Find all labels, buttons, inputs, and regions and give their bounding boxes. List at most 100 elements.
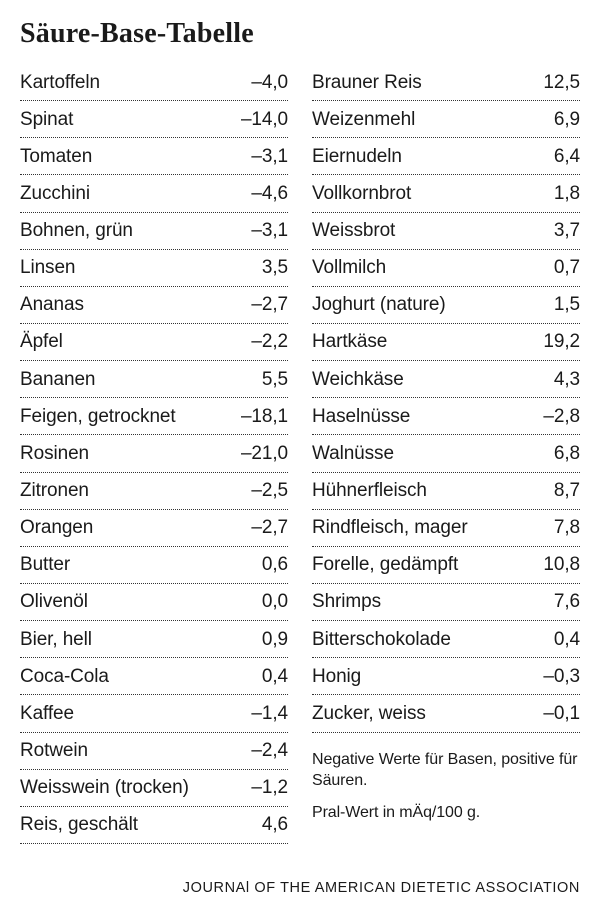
table-row: Rosinen –21,0 — [20, 435, 288, 472]
row-label: Vollkornbrot — [312, 181, 411, 207]
row-value: 19,2 — [528, 329, 580, 355]
row-label: Brauner Reis — [312, 70, 422, 96]
row-value: 8,7 — [528, 478, 580, 504]
row-value: 7,6 — [528, 589, 580, 615]
row-value: 4,6 — [236, 812, 288, 838]
row-label: Zitronen — [20, 478, 89, 504]
table-row: Orangen –2,7 — [20, 510, 288, 547]
table-row: Zucker, weiss –0,1 — [312, 695, 580, 732]
table-row: Weizenmehl6,9 — [312, 101, 580, 138]
row-value: –3,1 — [236, 144, 288, 170]
row-label: Bananen — [20, 367, 95, 393]
row-label: Olivenöl — [20, 589, 88, 615]
row-label: Zucker, weiss — [312, 701, 426, 727]
row-label: Hartkäse — [312, 329, 387, 355]
row-value: –1,2 — [236, 775, 288, 801]
column-right: Brauner Reis 12,5 Weizenmehl6,9 Eiernudeln 6… — [312, 64, 580, 844]
row-label: Orangen — [20, 515, 93, 541]
table-row: Rotwein –2,4 — [20, 733, 288, 770]
row-label: Kartoffeln — [20, 70, 100, 96]
table-row: Hartkäse 19,2 — [312, 324, 580, 361]
row-value: 0,4 — [236, 664, 288, 690]
row-label: Butter — [20, 552, 70, 578]
table-row: Bier, hell 0,9 — [20, 621, 288, 658]
row-value: –1,4 — [236, 701, 288, 727]
row-label: Reis, geschält — [20, 812, 138, 838]
row-value: 3,7 — [528, 218, 580, 244]
row-label: Tomaten — [20, 144, 92, 170]
row-label: Rotwein — [20, 738, 88, 764]
row-label: Haselnüsse — [312, 404, 410, 430]
row-value: 10,8 — [528, 552, 580, 578]
row-label: Coca-Cola — [20, 664, 109, 690]
row-label: Feigen, getrocknet — [20, 404, 176, 430]
row-value: 7,8 — [528, 515, 580, 541]
note-line-1: Negative Werte für Basen, positive für S… — [312, 749, 580, 792]
table-row: Bitterschokolade0,4 — [312, 621, 580, 658]
row-value: 12,5 — [528, 70, 580, 96]
row-value: 1,5 — [528, 292, 580, 318]
table-row: Zitronen –2,5 — [20, 473, 288, 510]
table-row: Tomaten –3,1 — [20, 138, 288, 175]
row-value: 6,8 — [528, 441, 580, 467]
row-value: –2,8 — [528, 404, 580, 430]
table-row: Äpfel –2,2 — [20, 324, 288, 361]
table-row: Kartoffeln –4,0 — [20, 64, 288, 101]
row-value: –2,2 — [236, 329, 288, 355]
table-row: Vollkornbrot 1,8 — [312, 175, 580, 212]
table-row: Weisswein (trocken) –1,2 — [20, 770, 288, 807]
row-label: Bohnen, grün — [20, 218, 133, 244]
row-label: Bier, hell — [20, 627, 92, 653]
row-value: 4,3 — [528, 367, 580, 393]
table-row: Rindfleisch, mager7,8 — [312, 510, 580, 547]
row-value: 0,7 — [528, 255, 580, 281]
row-value: –0,1 — [528, 701, 580, 727]
table-row: Shrimps 7,6 — [312, 584, 580, 621]
row-value: 6,4 — [528, 144, 580, 170]
table-row: Forelle, gedämpft 10,8 — [312, 547, 580, 584]
row-label: Bitterschokolade — [312, 627, 451, 653]
row-value: 6,9 — [528, 107, 580, 133]
row-label: Shrimps — [312, 589, 381, 615]
table-columns: Kartoffeln–4,0Spinat–14,0Tomaten–3,1Zucc… — [20, 64, 580, 844]
row-value: 1,8 — [528, 181, 580, 207]
table-row: Reis, geschält 4,6 — [20, 807, 288, 844]
table-row: Weichkäse4,3 — [312, 361, 580, 398]
row-label: Eiernudeln — [312, 144, 402, 170]
table-row: Butter0,6 — [20, 547, 288, 584]
row-label: Rosinen — [20, 441, 89, 467]
row-value: 0,0 — [236, 589, 288, 615]
row-label: Äpfel — [20, 329, 63, 355]
row-label: Spinat — [20, 107, 73, 133]
row-label: Joghurt (nature) — [312, 292, 446, 318]
row-label: Weissbrot — [312, 218, 395, 244]
row-value: –4,0 — [236, 70, 288, 96]
row-value: –2,7 — [236, 515, 288, 541]
table-row: Weissbrot 3,7 — [312, 213, 580, 250]
row-value: –18,1 — [236, 404, 288, 430]
table-row: Bananen5,5 — [20, 361, 288, 398]
table-row: Zucchini –4,6 — [20, 175, 288, 212]
table-row: Bohnen, grün–3,1 — [20, 213, 288, 250]
row-label: Zucchini — [20, 181, 90, 207]
note-line-2: Pral-Wert in mÄq/100 g. — [312, 802, 580, 824]
row-value: –2,7 — [236, 292, 288, 318]
table-row: Joghurt (nature) 1,5 — [312, 287, 580, 324]
row-value: –4,6 — [236, 181, 288, 207]
table-row: Olivenöl 0,0 — [20, 584, 288, 621]
row-value: –2,4 — [236, 738, 288, 764]
table-row: Honig–0,3 — [312, 658, 580, 695]
row-label: Kaffee — [20, 701, 74, 727]
row-value: –21,0 — [236, 441, 288, 467]
row-label: Weisswein (trocken) — [20, 775, 189, 801]
row-value: –2,5 — [236, 478, 288, 504]
table-row: Ananas–2,7 — [20, 287, 288, 324]
page-title: Säure-Base-Tabelle — [20, 18, 580, 50]
row-label: Honig — [312, 664, 361, 690]
row-label: Walnüsse — [312, 441, 394, 467]
row-label: Forelle, gedämpft — [312, 552, 458, 578]
table-row: Brauner Reis 12,5 — [312, 64, 580, 101]
table-row: Eiernudeln 6,4 — [312, 138, 580, 175]
table-row: Feigen, getrocknet –18,1 — [20, 398, 288, 435]
row-value: 0,9 — [236, 627, 288, 653]
